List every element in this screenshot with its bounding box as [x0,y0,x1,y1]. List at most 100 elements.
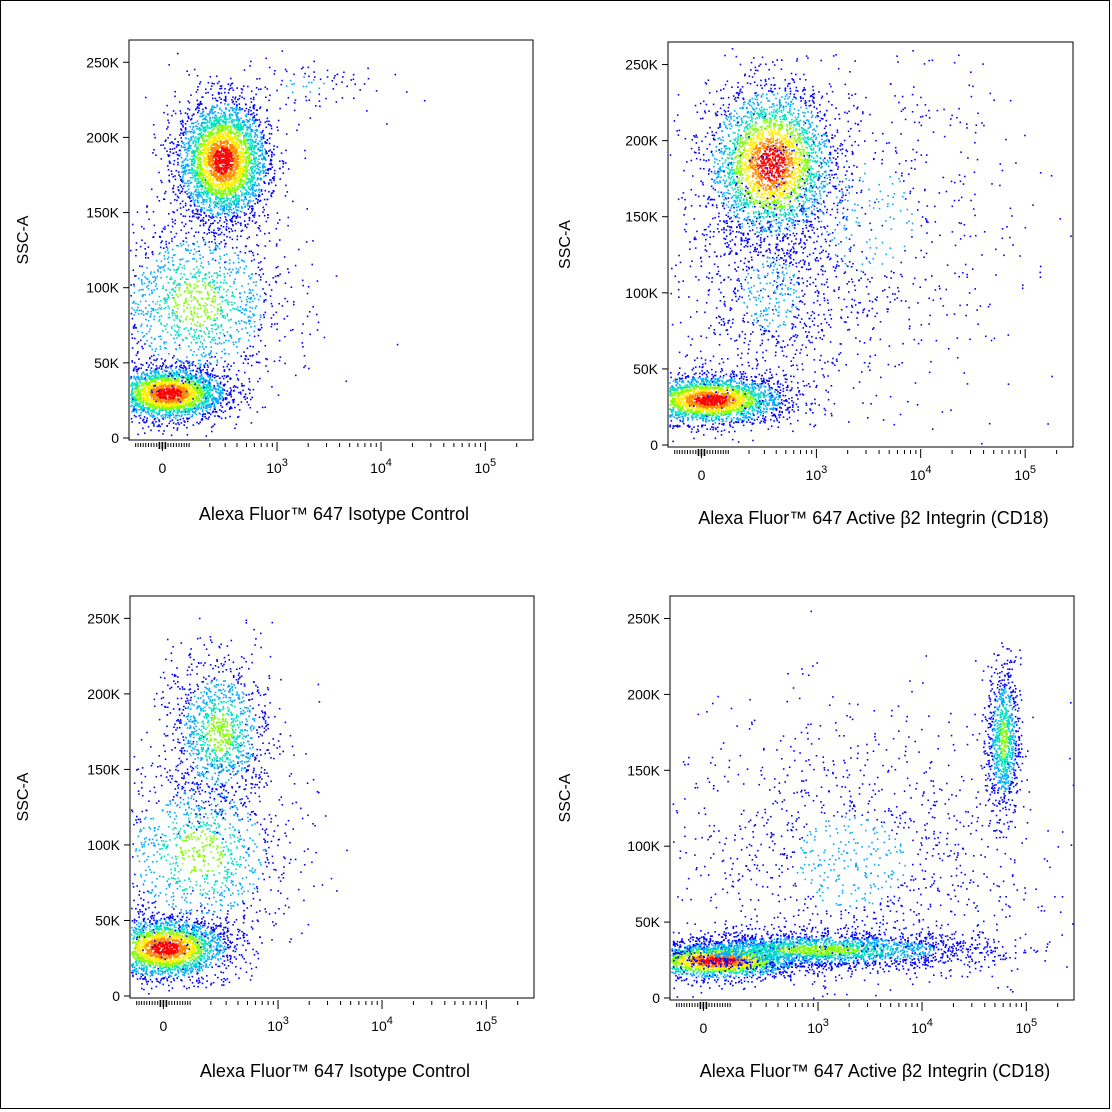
event-dot [192,414,194,416]
event-dot [133,382,135,384]
event-dot [206,418,208,420]
event-dot [205,372,207,374]
event-dot [235,342,237,344]
event-dot [146,397,148,399]
event-dot [210,252,212,254]
event-dot [204,309,206,311]
event-dot [186,368,188,370]
event-dot [205,303,207,305]
event-dot [205,333,207,335]
event-dot [175,368,177,370]
event-dot [226,404,228,406]
event-dot [150,395,152,397]
event-dot [225,410,227,412]
event-dot [186,327,188,329]
event-dot [175,400,177,402]
event-dot [184,367,186,369]
event-dot [233,281,235,283]
event-dot [245,252,247,254]
event-dot [256,221,258,223]
event-dot [224,375,226,377]
event-dot [186,357,188,359]
event-dot [220,225,222,227]
event-dot [192,277,194,279]
event-dot [212,401,214,403]
event-dot [171,375,173,377]
event-dot [258,335,260,337]
event-dot [153,359,155,361]
event-dot [156,391,158,393]
event-dot [250,140,252,142]
event-dot [241,259,243,261]
event-dot [182,371,184,373]
event-dot [233,399,235,401]
event-dot [247,140,249,142]
event-dot [151,390,153,392]
event-dot [179,347,181,349]
event-dot [141,397,143,399]
event-dot [224,213,226,215]
event-dot [155,399,157,401]
event-dot [213,425,215,427]
event-dot [208,219,210,221]
event-dot [202,346,204,348]
event-dot [253,331,255,333]
event-dot [168,122,170,124]
event-dot [165,329,167,331]
event-dot [149,331,151,333]
event-dot [139,391,141,393]
event-dot [204,388,206,390]
event-dot [185,216,187,218]
event-dot [152,407,154,409]
event-dot [133,327,135,329]
event-dot [185,173,187,175]
event-dot [197,301,199,303]
event-dot [166,397,168,399]
event-dot [153,378,155,380]
event-dot [226,393,228,395]
event-dot [164,258,166,260]
event-dot [177,415,179,417]
event-dot [222,376,224,378]
event-dot [214,407,216,409]
event-dot [186,391,188,393]
event-dot [151,189,153,191]
event-dot [206,435,208,437]
event-dot [152,237,154,239]
event-dot [167,367,169,369]
event-dot [140,407,142,409]
event-dot [146,278,148,280]
event-dot [268,232,270,234]
event-dot [254,336,256,338]
event-dot [229,416,231,418]
event-dot [198,303,200,305]
event-dot [213,402,215,404]
event-dot [244,220,246,222]
event-dot [146,384,148,386]
event-dot [206,372,208,374]
event-dot [241,401,243,403]
event-dot [221,418,223,420]
event-dot [248,236,250,238]
event-dot [165,241,167,243]
event-dot [193,299,195,301]
event-dot [183,403,185,405]
event-dot [193,202,195,204]
event-dot [197,384,199,386]
event-dot [136,249,138,251]
event-dot [157,312,159,314]
event-dot [222,165,224,167]
event-dot [165,244,167,246]
event-dot [133,301,135,303]
event-dot [211,130,213,132]
event-dot [200,395,202,397]
event-dot [257,411,259,413]
event-dot [177,411,179,413]
event-dot [170,406,172,408]
event-dot [236,212,238,214]
event-dot [192,354,194,356]
event-dot [346,381,348,383]
event-dot [259,140,261,142]
event-dot [137,307,139,309]
event-dot [249,174,251,176]
